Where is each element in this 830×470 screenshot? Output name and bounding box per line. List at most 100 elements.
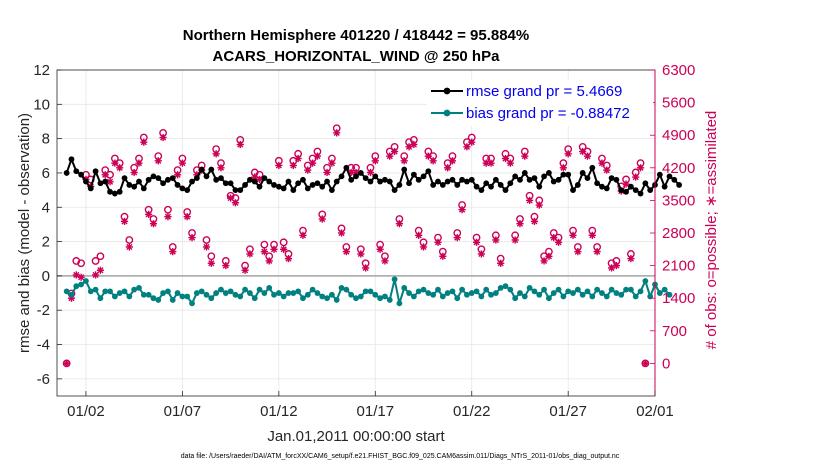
obs-assimilated-marker <box>627 255 635 263</box>
bias-point <box>266 285 273 291</box>
obs-assimilated-marker <box>328 159 336 167</box>
bias-point <box>247 290 253 296</box>
bias-point <box>165 288 171 295</box>
rmse-point <box>251 178 258 185</box>
obs-assimilated-marker <box>154 157 162 165</box>
bias-point <box>637 288 644 295</box>
obs-assimilated-marker <box>516 220 524 228</box>
rmse-point <box>271 182 277 188</box>
bias-point <box>623 286 629 293</box>
left-tick-label: -4 <box>37 337 50 354</box>
bias-point <box>386 297 393 303</box>
obs-assimilated-marker <box>318 215 326 223</box>
obs-assimilated-marker <box>284 255 293 263</box>
rmse-point <box>121 175 128 181</box>
obs-assimilated-marker <box>376 245 384 253</box>
bias-point <box>632 293 639 300</box>
bias-point <box>656 290 663 296</box>
left-tick-label: 6 <box>42 165 50 182</box>
bias-point <box>613 290 620 296</box>
rmse-point <box>642 180 649 187</box>
bias-point <box>488 291 494 298</box>
obs-assimilated-marker <box>207 259 215 267</box>
bias-point <box>574 286 581 293</box>
bias-point <box>193 290 200 296</box>
rmse-point <box>627 183 634 190</box>
bias-point <box>285 290 292 296</box>
rmse-point <box>449 176 456 183</box>
rmse-point <box>295 180 302 187</box>
bias-point <box>63 288 70 295</box>
bias-point <box>290 290 297 296</box>
bias-point <box>627 286 634 293</box>
bias-point <box>531 288 538 295</box>
rmse-point <box>189 178 195 185</box>
bias-point <box>280 293 287 300</box>
bias-point <box>430 291 437 298</box>
bias-point <box>319 293 326 300</box>
bias-point <box>150 295 157 302</box>
obs-assimilated-marker <box>96 266 105 274</box>
rmse-point <box>541 173 547 180</box>
rmse-point <box>391 187 398 194</box>
rmse-point <box>357 170 364 176</box>
rmse-point <box>613 176 620 183</box>
bias-point <box>507 286 514 293</box>
obs-possible-marker <box>77 259 86 268</box>
rmse-point <box>136 178 142 185</box>
bias-point <box>415 288 422 295</box>
bias-point <box>343 286 350 293</box>
legend-bias-label: bias grand pr = -0.88472 <box>466 105 630 122</box>
right-axis-label: # of obs: o=possible; ∗=assimilated <box>703 111 720 350</box>
bias-point <box>102 288 109 295</box>
obs-possible-marker <box>125 236 134 244</box>
rmse-point <box>131 183 138 190</box>
bias-point <box>608 286 615 293</box>
obs-assimilated-marker <box>511 236 519 244</box>
obs-assimilated-marker <box>400 157 408 165</box>
obs-assimilated-marker <box>390 147 399 156</box>
rmse-point <box>599 183 605 190</box>
obs-possible-marker <box>260 240 269 249</box>
bias-point <box>406 290 412 296</box>
obs-assimilated-marker <box>149 220 158 228</box>
rmse-point <box>382 176 388 183</box>
left-tick-label: 12 <box>33 62 50 79</box>
rmse-point <box>661 183 668 190</box>
obs-assimilated-marker <box>231 199 240 207</box>
bias-point <box>357 293 364 300</box>
rmse-point <box>386 178 393 185</box>
obs-assimilated-marker <box>183 213 191 221</box>
rmse-point <box>439 182 446 188</box>
obs-assimilated-marker <box>434 238 442 246</box>
bias-series <box>63 276 673 307</box>
rmse-point <box>531 175 538 181</box>
bias-point <box>189 300 195 307</box>
bias-point <box>546 295 552 302</box>
rmse-point <box>73 168 80 175</box>
rmse-point <box>574 182 581 188</box>
obs-assimilated-marker <box>212 150 220 158</box>
bias-point <box>222 290 229 296</box>
rmse-point <box>492 176 499 183</box>
obs-assimilated-marker <box>308 159 317 167</box>
obs-assimilated-marker <box>337 229 346 237</box>
bias-point <box>314 290 321 296</box>
obs-assimilated-marker <box>540 257 548 265</box>
obs-assimilated-marker <box>246 250 254 258</box>
obs-assimilated-marker <box>448 157 457 165</box>
obs-assimilated-marker <box>333 129 341 137</box>
legend: rmse grand pr = 5.4669 bias grand pr = -… <box>427 80 653 126</box>
rmse-point <box>565 171 572 178</box>
rmse-point <box>324 178 330 185</box>
bias-point <box>362 288 369 295</box>
bias-point <box>449 288 456 295</box>
bias-point <box>73 283 80 290</box>
obs-assimilated-marker <box>444 164 452 172</box>
obs-assimilated-marker <box>386 152 394 160</box>
obs-assimilated-marker <box>603 166 611 174</box>
obs-assimilated-marker <box>362 264 370 272</box>
bias-point <box>116 290 123 296</box>
obs-assimilated-marker <box>357 250 365 258</box>
x-tick-label: 01/27 <box>549 403 587 420</box>
